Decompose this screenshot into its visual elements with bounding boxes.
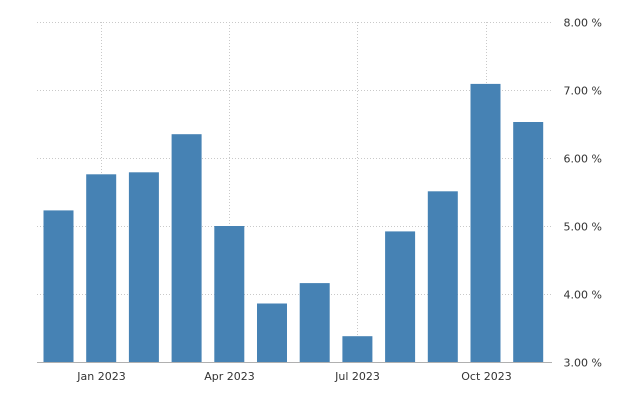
y-tick-label: 5.00 % (564, 221, 602, 234)
x-tick-label: Jan 2023 (76, 370, 125, 383)
bar (128, 172, 159, 362)
y-tick-label: 3.00 % (564, 357, 602, 370)
bars (43, 83, 544, 363)
bar (86, 174, 117, 362)
bar (43, 210, 74, 362)
y-tick-label: 8.00 % (564, 17, 602, 30)
x-tick-label: Oct 2023 (461, 370, 512, 383)
bar (342, 336, 373, 362)
x-tick-label: Jul 2023 (334, 370, 380, 383)
y-tick-label: 6.00 % (564, 153, 602, 166)
x-tick-label: Apr 2023 (204, 370, 255, 383)
bar (257, 303, 287, 362)
bar (171, 134, 202, 362)
bar (214, 226, 245, 362)
bar (513, 122, 544, 362)
bar (470, 83, 501, 363)
bar (427, 191, 458, 362)
bar (299, 283, 330, 362)
y-tick-label: 4.00 % (564, 289, 602, 302)
y-tick-label: 7.00 % (564, 85, 602, 98)
grid-lines (37, 22, 552, 363)
x-axis-ticks: Jan 2023 Apr 2023 Jul 2023 Oct 2023 (76, 370, 511, 383)
bar (385, 231, 416, 362)
y-axis-ticks: 3.00 % 4.00 % 5.00 % 6.00 % 7.00 % 8.00 % (564, 17, 602, 370)
